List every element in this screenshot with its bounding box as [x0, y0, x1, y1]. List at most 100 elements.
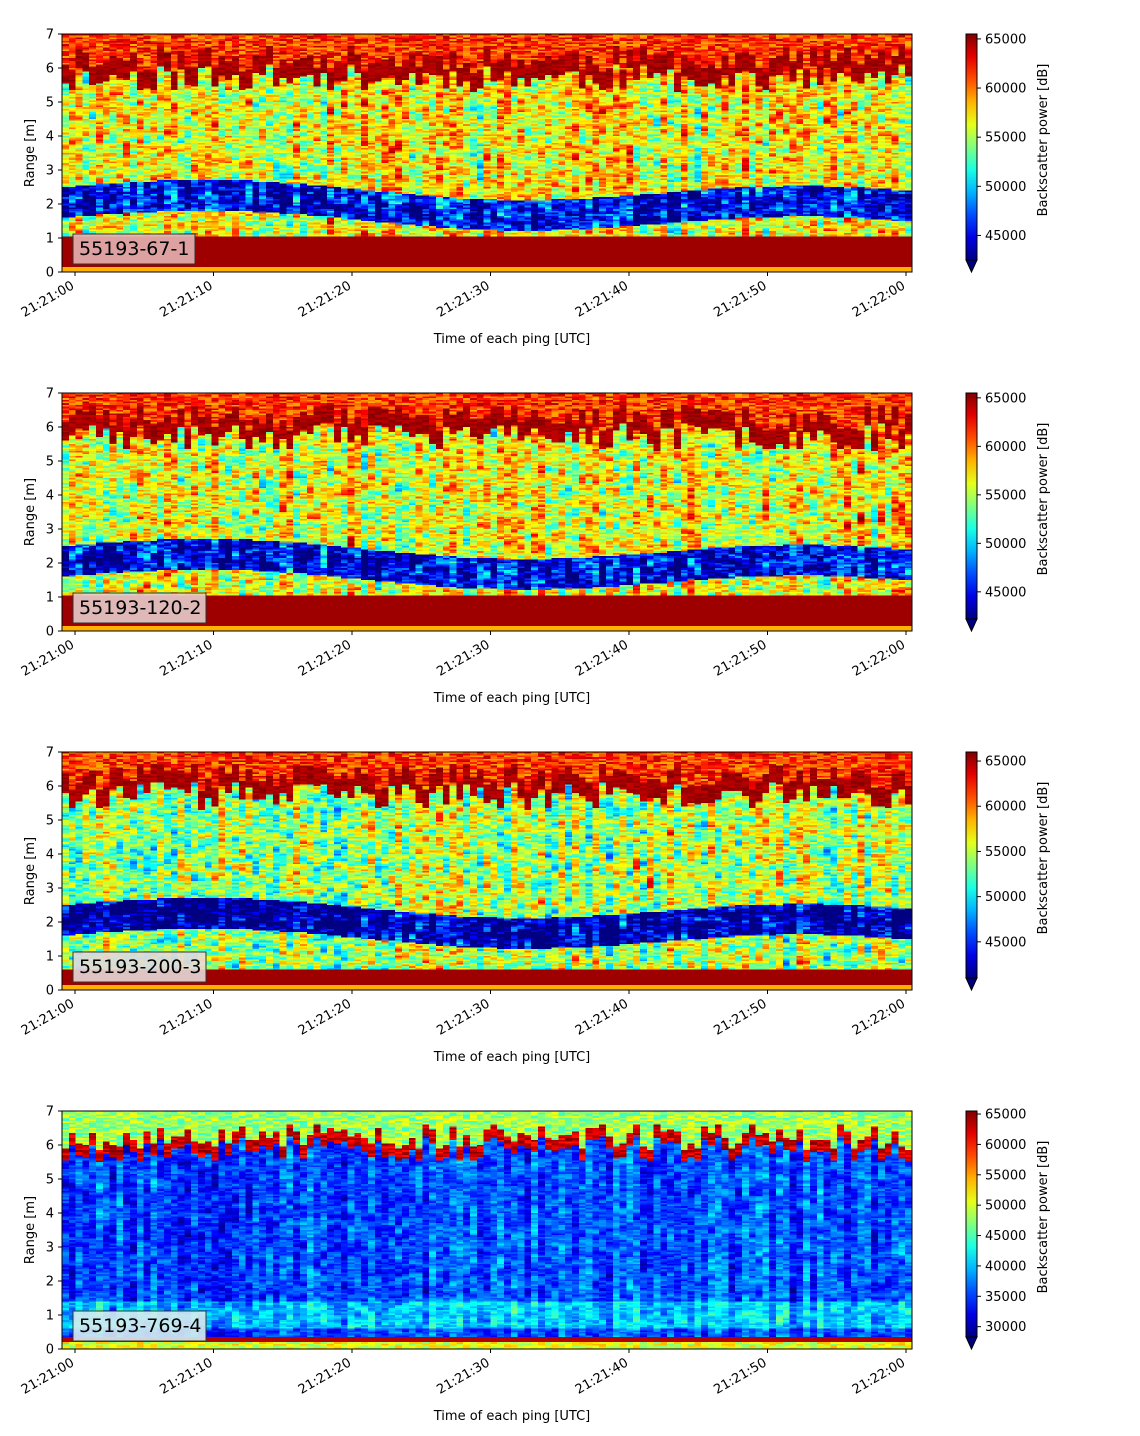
x-tick-label: 21:21:20: [296, 278, 354, 320]
colorbar-tick-label: 45000: [985, 1229, 1026, 1244]
y-tick-label: 6: [46, 780, 54, 795]
y-tick-label: 2: [46, 1275, 54, 1290]
y-tick-label: 2: [46, 557, 54, 572]
colorbar-tick-label: 55000: [985, 131, 1026, 146]
panel-annotation: 55193-200-3: [72, 951, 207, 983]
colorbar-tick-label: 45000: [985, 585, 1026, 600]
y-tick-label: 6: [46, 421, 54, 436]
colorbar-extend-min: [965, 259, 978, 274]
heatmap-image: [62, 393, 912, 631]
y-axis-label: Range [m]: [23, 837, 38, 905]
y-tick-label: 2: [46, 198, 54, 213]
x-tick-label: 21:21:00: [19, 637, 77, 679]
x-tick-label: 21:21:30: [434, 637, 492, 679]
x-tick-label: 21:21:50: [711, 278, 769, 320]
colorbar-tick-label: 45000: [985, 935, 1026, 950]
y-tick-label: 5: [46, 1173, 54, 1188]
colorbar-tick-label: 40000: [985, 1259, 1026, 1274]
y-tick-label: 4: [46, 130, 54, 145]
x-tick-label: 21:21:40: [573, 278, 631, 320]
y-tick-label: 5: [46, 455, 54, 470]
y-tick-label: 3: [46, 164, 54, 179]
colorbar-tick-label: 35000: [985, 1290, 1026, 1305]
y-tick-label: 0: [46, 1343, 54, 1358]
y-tick-label: 0: [46, 266, 54, 281]
y-axis-label: Range [m]: [23, 478, 38, 546]
colorbar-label: Backscatter power [dB]: [1036, 64, 1051, 217]
colorbar-gradient: [965, 392, 978, 620]
x-tick-label: 21:21:00: [19, 1355, 77, 1397]
colorbar-gradient: [965, 751, 978, 979]
y-tick-label: 5: [46, 96, 54, 111]
colorbar-tick-label: 60000: [985, 1138, 1026, 1153]
colorbar-gradient: [965, 1110, 978, 1338]
chart-panel-2: 0 1 2 3 4 5 6 7 21:21:00 21:21:10 21:21:20 21:21:30…: [19, 387, 1051, 707]
x-axis-label: Time of each ping [UTC]: [433, 691, 591, 706]
x-tick-label: 21:21:00: [19, 996, 77, 1038]
colorbar-tick-label: 45000: [985, 229, 1026, 244]
x-tick-label: 21:21:20: [296, 1355, 354, 1397]
colorbar-tick-label: 65000: [985, 32, 1026, 47]
heatmap-image: [62, 752, 912, 990]
y-axis-label: Range [m]: [23, 1196, 38, 1264]
x-tick-label: 21:21:50: [711, 996, 769, 1038]
x-tick-label: 21:21:20: [296, 637, 354, 679]
y-tick-label: 4: [46, 848, 54, 863]
y-tick-label: 0: [46, 625, 54, 640]
heatmap-image: [62, 1111, 912, 1349]
y-tick-label: 0: [46, 984, 54, 999]
colorbar-tick-label: 55000: [985, 845, 1026, 860]
x-tick-label: 21:21:50: [711, 1355, 769, 1397]
x-tick-label: 21:21:30: [434, 996, 492, 1038]
colorbar-extend-min: [965, 977, 978, 992]
colorbar-tick-label: 60000: [985, 82, 1026, 97]
y-tick-label: 3: [46, 523, 54, 538]
axes-frame: [61, 33, 913, 273]
x-tick-label: 21:21:40: [573, 1355, 631, 1397]
x-axis-label: Time of each ping [UTC]: [433, 1050, 591, 1065]
y-tick-label: 4: [46, 489, 54, 504]
x-tick-label: 21:22:00: [850, 1355, 908, 1397]
y-tick-label: 3: [46, 882, 54, 897]
x-tick-label: 21:22:00: [850, 996, 908, 1038]
x-tick-label: 21:21:10: [157, 996, 215, 1038]
y-tick-label: 7: [46, 746, 54, 761]
annotation-text: 55193-67-1: [79, 238, 189, 260]
annotation-text: 55193-769-4: [79, 1315, 202, 1337]
colorbar-tick-label: 55000: [985, 1168, 1026, 1183]
heatmap-image: [62, 34, 912, 272]
colorbar-tick-label: 50000: [985, 890, 1026, 905]
x-axis-label: Time of each ping [UTC]: [433, 332, 591, 347]
annotation-text: 55193-120-2: [79, 597, 202, 619]
y-tick-label: 3: [46, 1241, 54, 1256]
colorbar-label: Backscatter power [dB]: [1036, 1141, 1051, 1294]
colorbar: 45000 50000 55000 60000 65000 Backscatter pow…: [965, 32, 1051, 274]
x-tick-label: 21:22:00: [850, 637, 908, 679]
axes-frame: [61, 751, 913, 991]
y-tick-label: 6: [46, 1139, 54, 1154]
x-tick-label: 21:21:00: [19, 278, 77, 320]
chart-panel-1: 0 1 2 3 4 5 6 7 21:21:00 21:21:10 21:21:20 21:21:30…: [19, 28, 1051, 348]
x-tick-label: 21:21:10: [157, 1355, 215, 1397]
x-tick-label: 21:21:10: [157, 278, 215, 320]
colorbar-tick-label: 65000: [985, 755, 1026, 770]
x-tick-label: 21:21:50: [711, 637, 769, 679]
x-tick-label: 21:22:00: [850, 278, 908, 320]
y-tick-label: 7: [46, 28, 54, 43]
colorbar-tick-label: 50000: [985, 180, 1026, 195]
y-tick-label: 1: [46, 232, 54, 247]
colorbar-gradient: [965, 33, 978, 261]
panel-annotation: 55193-769-4: [72, 1310, 207, 1342]
y-tick-label: 6: [46, 62, 54, 77]
colorbar-label: Backscatter power [dB]: [1036, 782, 1051, 935]
colorbar-extend-min: [965, 1336, 978, 1351]
y-tick-label: 1: [46, 591, 54, 606]
y-tick-label: 4: [46, 1207, 54, 1222]
colorbar-tick-label: 60000: [985, 800, 1026, 815]
panel-annotation: 55193-67-1: [72, 233, 196, 265]
x-tick-label: 21:21:40: [573, 996, 631, 1038]
colorbar: 45000 50000 55000 60000 65000 Backscatter pow…: [965, 391, 1051, 633]
colorbar-tick-label: 30000: [985, 1320, 1026, 1335]
x-tick-label: 21:21:40: [573, 637, 631, 679]
